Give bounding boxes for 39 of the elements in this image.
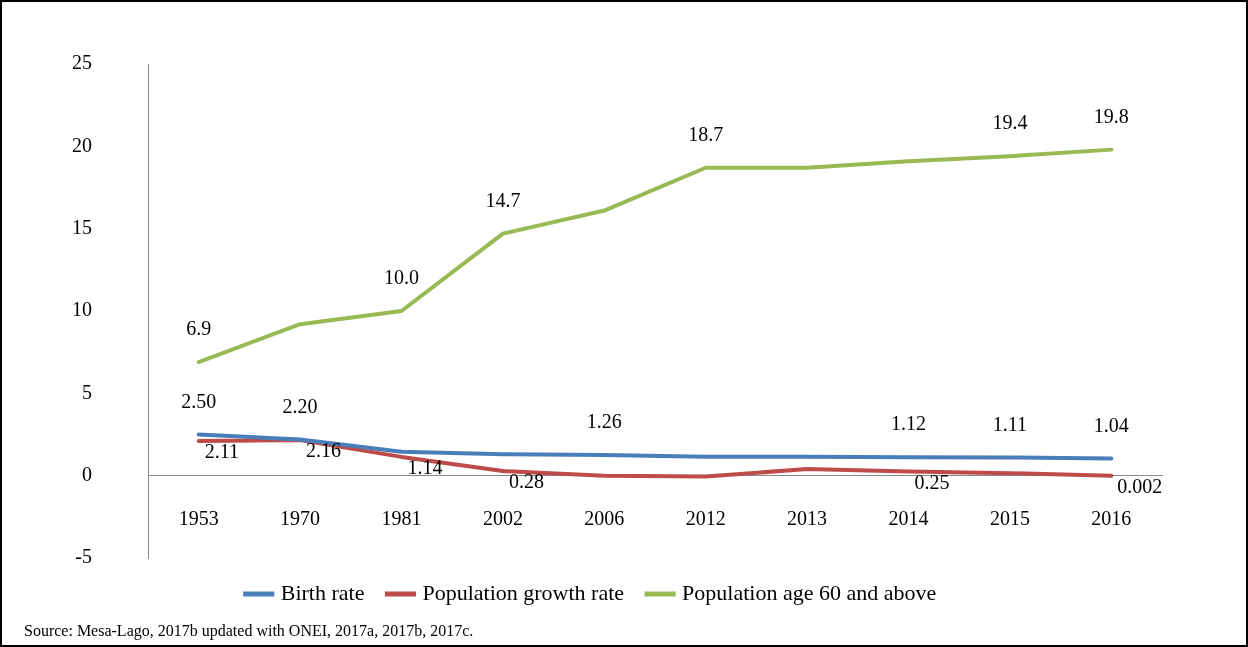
data-label: 0.25 bbox=[914, 470, 950, 493]
data-label: 18.7 bbox=[688, 122, 724, 145]
x-tick-label: 1953 bbox=[178, 506, 219, 529]
x-tick-label: 2012 bbox=[685, 506, 726, 529]
y-tick-label: -5 bbox=[75, 545, 92, 568]
data-label: 0.002 bbox=[1117, 474, 1163, 497]
legend-label: Population growth rate bbox=[422, 579, 625, 605]
y-tick-label: 10 bbox=[72, 298, 92, 321]
data-label: 1.14 bbox=[407, 456, 443, 479]
data-label: 6.9 bbox=[186, 317, 212, 340]
data-label: 2.50 bbox=[181, 389, 217, 412]
data-label: 1.11 bbox=[992, 412, 1028, 435]
data-label: 2.20 bbox=[282, 394, 318, 417]
data-label: 1.04 bbox=[1093, 413, 1129, 436]
x-tick-label: 2015 bbox=[989, 506, 1030, 529]
data-label: 19.8 bbox=[1093, 104, 1129, 127]
data-label: 19.4 bbox=[992, 111, 1028, 134]
data-label: 2.16 bbox=[306, 439, 342, 462]
legend-label: Population age 60 and above bbox=[682, 579, 937, 605]
data-label: 1.12 bbox=[891, 412, 926, 435]
source-note: Source: Mesa-Lago, 2017b updated with ONEI, 2017a, 2017b, 2017c. bbox=[24, 622, 474, 640]
data-label: 2.11 bbox=[204, 440, 239, 463]
data-label: 14.7 bbox=[485, 188, 521, 211]
y-tick-label: 5 bbox=[82, 380, 92, 403]
x-tick-label: 2002 bbox=[482, 506, 523, 529]
data-label: 1.26 bbox=[586, 410, 622, 433]
y-tick-label: 20 bbox=[72, 133, 92, 156]
data-label: 10.0 bbox=[384, 266, 419, 289]
x-tick-label: 1970 bbox=[280, 506, 321, 529]
x-tick-label: 2013 bbox=[787, 506, 828, 529]
y-tick-label: 15 bbox=[72, 215, 92, 238]
y-tick-label: 25 bbox=[72, 51, 92, 74]
y-tick-label: 0 bbox=[82, 462, 92, 485]
x-tick-label: 1981 bbox=[381, 506, 422, 529]
data-label: 0.28 bbox=[508, 470, 544, 493]
legend-label: Birth rate bbox=[280, 579, 365, 605]
x-tick-label: 2006 bbox=[584, 506, 625, 529]
x-tick-label: 2014 bbox=[888, 506, 929, 529]
x-tick-label: 2016 bbox=[1091, 506, 1132, 529]
